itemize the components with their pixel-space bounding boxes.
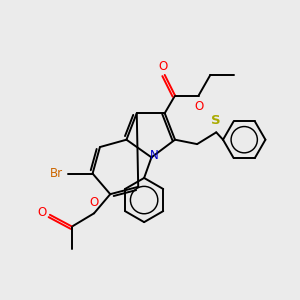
Text: O: O	[38, 206, 47, 219]
Text: O: O	[159, 60, 168, 74]
Text: O: O	[194, 100, 203, 113]
Text: N: N	[150, 148, 159, 161]
Text: O: O	[89, 196, 99, 209]
Text: Br: Br	[50, 167, 63, 180]
Text: S: S	[212, 114, 221, 127]
